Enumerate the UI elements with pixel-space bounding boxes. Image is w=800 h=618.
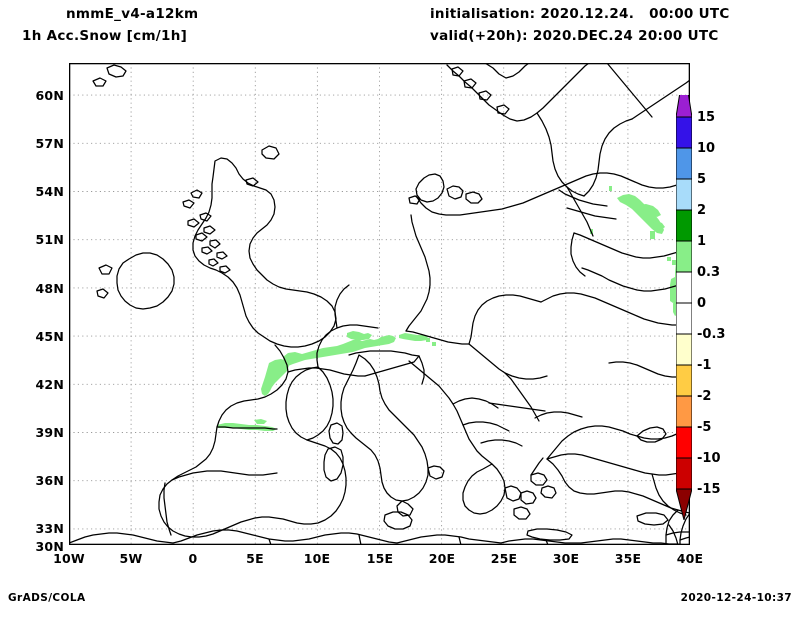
field-name-label: 1h Acc.Snow [cm/1h]: [22, 28, 188, 44]
lon-tick-0: 0: [188, 551, 198, 566]
colorbar-label-0.3: 0.3: [697, 265, 721, 280]
colorbar-band-5-10: [675, 147, 693, 180]
colorbar-band-neg1-neg0.3: [675, 333, 693, 366]
colorbar-label-0: 0: [697, 296, 707, 311]
colorbar-label-neg2: -2: [697, 389, 712, 404]
lon-tick-20E: 20E: [428, 551, 456, 566]
lon-tick-10E: 10E: [303, 551, 331, 566]
colorbar-band-neg2-neg1: [675, 364, 693, 397]
colorbar-band-neg0.3-0: [675, 302, 693, 335]
lon-tick-40E: 40E: [676, 551, 704, 566]
colorbar-band-10-15: [675, 116, 693, 149]
colorbar-band-below-neg15: [675, 488, 693, 521]
map-coastlines: [69, 63, 690, 545]
colorbar-label-2: 2: [697, 203, 707, 218]
lon-tick-25E: 25E: [490, 551, 518, 566]
lat-tick-30N: 30N: [35, 539, 64, 554]
lat-tick-45N: 45N: [35, 329, 64, 344]
colorbar-label-5: 5: [697, 172, 707, 187]
lat-tick-54N: 54N: [35, 184, 64, 199]
lon-tick-35E: 35E: [614, 551, 642, 566]
source-label: GrADS/COLA: [8, 592, 86, 604]
colorbar-label-15: 15: [697, 110, 716, 125]
lon-tick-10W: 10W: [53, 551, 85, 566]
lat-tick-42N: 42N: [35, 377, 64, 392]
colorbar-band-0.3-1: [675, 240, 693, 273]
colorbar-band-neg10-neg5: [675, 426, 693, 459]
generated-label: 2020-12-24-10:37: [680, 592, 792, 604]
lat-tick-48N: 48N: [35, 281, 64, 296]
colorbar-band-neg5-neg2: [675, 395, 693, 428]
lon-tick-5E: 5E: [246, 551, 264, 566]
lat-tick-39N: 39N: [35, 425, 64, 440]
colorbar-label-neg15: -15: [697, 482, 721, 497]
lat-tick-33N: 33N: [35, 521, 64, 536]
colorbar-label-neg1: -1: [697, 358, 712, 373]
colorbar-label-1: 1: [697, 234, 707, 249]
lat-tick-51N: 51N: [35, 232, 64, 247]
colorbar-label-10: 10: [697, 141, 716, 156]
colorbar-band-neg15-neg10: [675, 457, 693, 490]
colorbar-label-neg10: -10: [697, 451, 721, 466]
lat-tick-57N: 57N: [35, 136, 64, 151]
model-name-label: nmmE_v4-a12km: [66, 6, 199, 22]
lon-tick-5W: 5W: [119, 551, 143, 566]
colorbar-label-neg5: -5: [697, 420, 712, 435]
map-plot-area: [69, 63, 690, 545]
initialisation-time-label: initialisation: 2020.12.24. 00:00 UTC: [430, 6, 730, 22]
map-gridlines: [69, 63, 690, 545]
lat-tick-36N: 36N: [35, 473, 64, 488]
colorbar-band-above-15: [675, 66, 693, 118]
colorbar: [675, 66, 693, 521]
lon-tick-15E: 15E: [366, 551, 394, 566]
colorbar-label-neg0.3: -0.3: [697, 327, 726, 342]
colorbar-band-2-5: [675, 178, 693, 211]
valid-time-label: valid(+20h): 2020.DEC.24 20:00 UTC: [430, 28, 719, 44]
lat-tick-60N: 60N: [35, 88, 64, 103]
colorbar-band-1-2: [675, 209, 693, 242]
lon-tick-30E: 30E: [552, 551, 580, 566]
colorbar-band-0-0.3: [675, 271, 693, 304]
